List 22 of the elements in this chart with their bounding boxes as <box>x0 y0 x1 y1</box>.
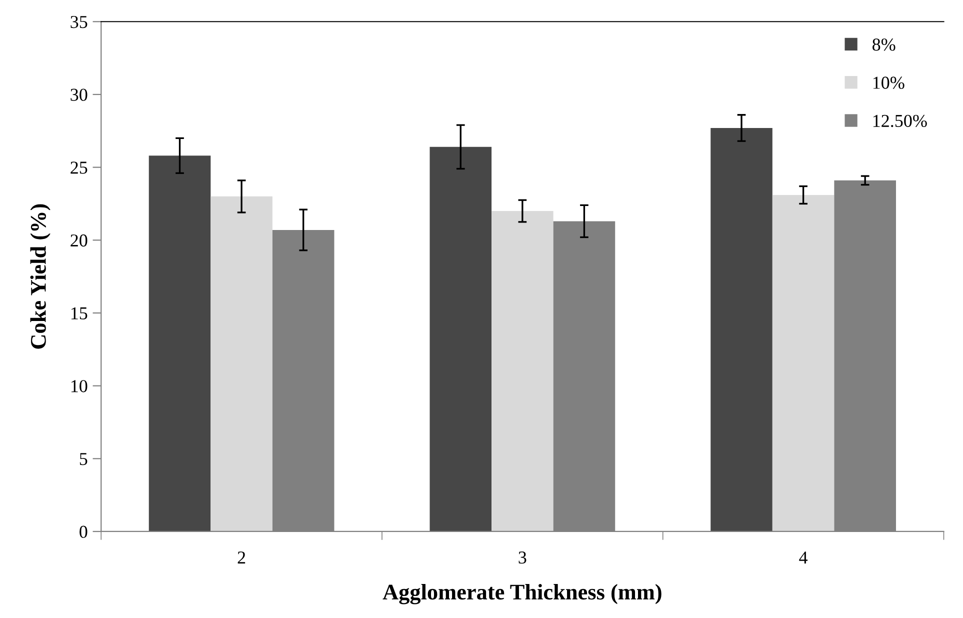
bar <box>710 128 772 532</box>
y-tick-label: 30 <box>70 88 88 101</box>
y-tick-label: 0 <box>80 526 88 538</box>
y-tick-label: 15 <box>71 307 88 320</box>
bar <box>148 156 211 532</box>
x-tick-label: 4 <box>799 552 808 564</box>
legend-label: 8% <box>872 38 896 51</box>
x-tick-label: 2 <box>238 551 246 564</box>
bar <box>430 146 492 532</box>
y-tick-label: 35 <box>70 16 88 28</box>
y-axis-title: Coke Yield (%) <box>30 204 50 349</box>
bar <box>210 196 272 532</box>
x-axis-title: Agglomerate Thickness (mm) <box>382 584 662 604</box>
legend-label: 12.50% <box>873 114 927 128</box>
y-tick-label: 10 <box>71 380 88 392</box>
y-tick-label: 20 <box>70 234 88 247</box>
legend-label: 10% <box>873 76 904 89</box>
bar <box>772 194 834 532</box>
y-tick-label: 5 <box>80 453 88 466</box>
y-tick-label: 25 <box>70 162 88 174</box>
x-tick-label: 3 <box>518 551 526 564</box>
bar <box>492 211 554 532</box>
